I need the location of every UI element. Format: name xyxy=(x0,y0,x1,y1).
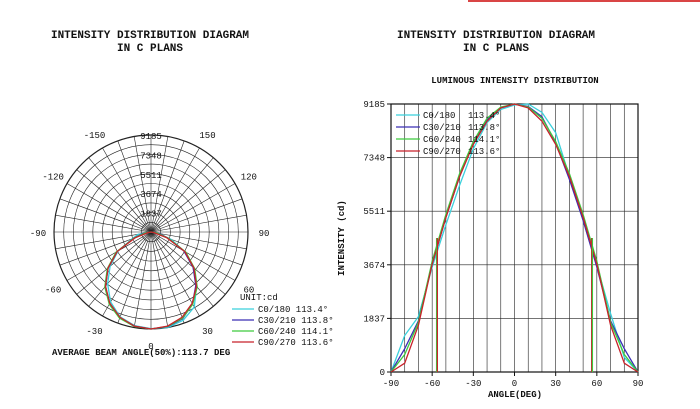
polar-angle-label: -60 xyxy=(45,286,61,296)
polar-grid-spoke xyxy=(133,136,152,233)
polar-angle-label: -30 xyxy=(86,327,102,337)
polar-title-line2: IN C PLANS xyxy=(117,43,183,55)
polar-grid-spoke xyxy=(150,231,236,281)
line-series-c90-270 xyxy=(390,103,639,373)
polar-grid-spoke xyxy=(150,214,247,233)
polar-grid-spoke xyxy=(150,231,214,307)
polar-grid-spoke xyxy=(66,183,152,233)
polar-grid-spoke xyxy=(88,157,152,233)
polar-grid-spoke xyxy=(150,231,200,317)
y-tick-label: 1837 xyxy=(363,314,385,324)
x-tick-label: -30 xyxy=(465,379,481,389)
polar-ring-label: 9185 xyxy=(140,132,162,142)
polar-grid-spoke xyxy=(66,231,152,281)
polar-grid-spoke xyxy=(150,169,226,233)
line-legend-name: C60/240 xyxy=(423,135,461,145)
polar-angle-label: -90 xyxy=(30,229,46,239)
polar-chart: INTENSITY DISTRIBUTION DIAGRAM IN C PLAN… xyxy=(30,30,334,358)
polar-grid-spoke xyxy=(150,157,214,233)
line-subtitle: LUMINOUS INTENSITY DISTRIBUTION xyxy=(431,76,598,86)
polar-series-c90-270 xyxy=(104,231,198,330)
polar-angle-label: 60 xyxy=(243,286,254,296)
polar-curves xyxy=(104,231,198,330)
polar-title-line1: INTENSITY DISTRIBUTION DIAGRAM xyxy=(51,30,249,42)
line-legend-name: C30/210 xyxy=(423,123,461,133)
polar-grid-spoke xyxy=(150,231,185,324)
polar-angle-label: 30 xyxy=(202,327,213,337)
polar-grid-spoke xyxy=(88,231,152,307)
line-tick-labels: -90 -60 -30 0 30 60 90 0 1837 3674 5511 7348 9185 xyxy=(363,100,643,389)
line-legend-beam-angle: 113.6° xyxy=(468,147,500,157)
x-axis-label: ANGLE(DEG) xyxy=(488,390,542,400)
line-legend-beam-angle: 113.4° xyxy=(468,111,500,121)
polar-grid-spoke xyxy=(102,147,152,233)
polar-unit-label: UNIT:cd xyxy=(240,293,278,303)
polar-grid-spoke xyxy=(55,214,152,233)
polar-legend-entry: C90/270 113.6° xyxy=(258,338,334,348)
polar-grid-spoke xyxy=(150,147,200,233)
y-tick-label: 9185 xyxy=(363,100,385,110)
x-tick-label: -60 xyxy=(424,379,440,389)
polar-grid-spoke xyxy=(150,198,243,233)
y-tick-label: 3674 xyxy=(363,261,385,271)
polar-grid-spoke xyxy=(76,231,152,295)
y-tick-label: 5511 xyxy=(363,207,385,217)
polar-ring-label: 7348 xyxy=(140,151,162,161)
x-tick-label: 90 xyxy=(633,379,644,389)
y-axis-label: INTENSITY (cd) xyxy=(337,200,347,276)
line-legend-name: C0/180 xyxy=(423,111,455,121)
polar-angle-label: -120 xyxy=(42,173,64,183)
x-tick-label: 60 xyxy=(591,379,602,389)
polar-grid-spoke xyxy=(117,231,152,324)
polar-grid-spoke xyxy=(150,183,236,233)
line-legend-beam-angle: 113.8° xyxy=(468,123,500,133)
polar-grid-spoke xyxy=(59,198,152,233)
polar-angle-labels: 0 30 -30 60 -60 90 -90 120 -120 150 -150 xyxy=(30,131,270,352)
line-legend-beam-angle: 114.1° xyxy=(468,135,500,145)
polar-angle-label: 90 xyxy=(259,229,270,239)
polar-ring-labels: 9185 7348 5511 3674 1837 xyxy=(140,132,162,220)
polar-grid-spoke xyxy=(117,140,152,233)
polar-ring-label: 5511 xyxy=(140,171,162,181)
polar-ring-label: 1837 xyxy=(140,210,162,220)
line-title-line1: INTENSITY DISTRIBUTION DIAGRAM xyxy=(397,30,595,42)
polar-beam-angle-note: AVERAGE BEAM ANGLE(50%):113.7 DEG xyxy=(52,348,230,358)
line-title-line2: IN C PLANS xyxy=(463,43,529,55)
x-tick-label: 0 xyxy=(512,379,517,389)
polar-legend-entry: C60/240 114.1° xyxy=(258,327,334,337)
polar-grid-spoke xyxy=(150,136,169,233)
intensity-line-chart: INTENSITY DISTRIBUTION DIAGRAM IN C PLAN… xyxy=(337,30,643,400)
polar-legend: C0/180 113.4°C30/210 113.8°C60/240 114.1… xyxy=(232,305,334,348)
polar-grid-spoke xyxy=(150,231,247,250)
x-tick-label: -90 xyxy=(383,379,399,389)
polar-angle-label: 0 xyxy=(148,342,153,352)
polar-grid-spoke xyxy=(150,231,169,328)
polar-ring-label: 3674 xyxy=(140,190,162,200)
polar-legend-entry: C30/210 113.8° xyxy=(258,316,334,326)
polar-grid-spoke xyxy=(150,140,185,233)
line-series xyxy=(390,103,639,373)
line-legend-name: C90/270 xyxy=(423,147,461,157)
polar-angle-label: 150 xyxy=(199,131,215,141)
polar-angle-label: 120 xyxy=(241,173,257,183)
polar-legend-entry: C0/180 113.4° xyxy=(258,305,328,315)
top-border-accent xyxy=(468,0,700,2)
polar-grid-spoke xyxy=(55,231,152,250)
y-tick-label: 7348 xyxy=(363,154,385,164)
polar-grid-spoke xyxy=(133,231,152,328)
line-legend: C0/180 113.4° C30/210 113.8° C60/240 114.1° C9… xyxy=(396,111,500,157)
polar-grid-spoke xyxy=(150,231,226,295)
x-tick-label: 30 xyxy=(550,379,561,389)
y-tick-label: 0 xyxy=(380,368,385,378)
polar-grid-spoke xyxy=(76,169,152,233)
polar-angle-label: -150 xyxy=(84,131,106,141)
